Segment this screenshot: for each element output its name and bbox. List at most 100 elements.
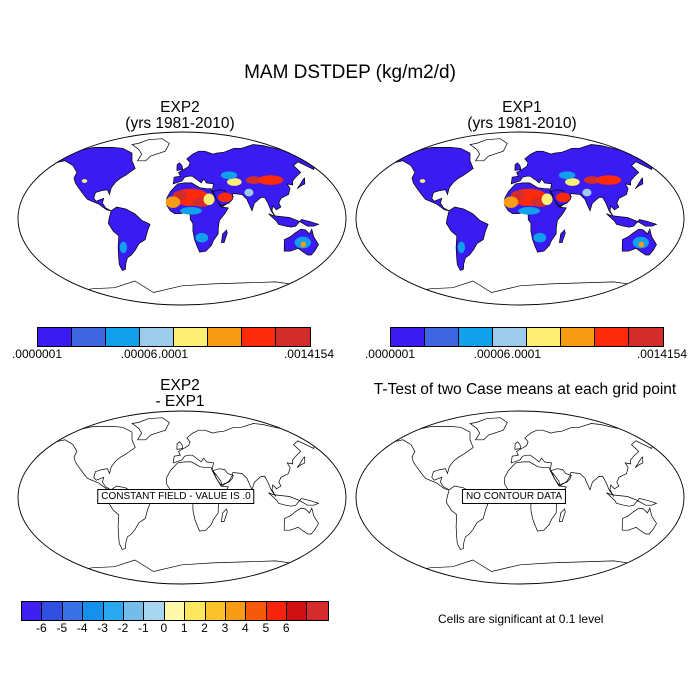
colorbar-swatch xyxy=(242,328,276,346)
diff-colorbar xyxy=(21,601,329,621)
landmass-antarctica xyxy=(48,559,317,584)
deposition-patch xyxy=(419,179,426,183)
colorbar-swatch xyxy=(307,602,328,620)
colorbar-swatch xyxy=(287,602,308,620)
exp1-title-line1: EXP1 xyxy=(502,99,542,116)
colorbar-swatch xyxy=(38,328,72,346)
map-border xyxy=(355,131,685,306)
landmass-antarctica xyxy=(386,559,655,584)
exp1-colorbar xyxy=(390,327,664,347)
landmass-japan xyxy=(296,456,306,468)
landmass-madagascar xyxy=(558,229,566,243)
colorbar-label: .0001 xyxy=(510,347,542,361)
deposition-patch xyxy=(81,179,88,183)
deposition-patch xyxy=(227,178,242,186)
deposition-patch xyxy=(244,188,254,197)
landmass-namerica xyxy=(49,426,136,491)
colorbar-label: .0014154 xyxy=(636,347,688,361)
deposition-patch xyxy=(518,206,541,215)
landmass-indonesia xyxy=(606,213,658,228)
diff-message: CONSTANT FIELD - VALUE IS .0 xyxy=(97,489,255,504)
colorbar-label: .0000001 xyxy=(364,347,416,361)
landmass-greenland xyxy=(469,417,508,441)
landmass-madagascar xyxy=(558,508,566,522)
exp1-map xyxy=(355,131,685,306)
colorbar-label: -2 xyxy=(117,621,129,635)
colorbar-label: .00006 xyxy=(473,347,511,361)
deposition-patch xyxy=(180,206,203,215)
map-border xyxy=(17,410,347,585)
colorbar-swatch xyxy=(103,602,124,620)
deposition-patch xyxy=(541,193,553,206)
deposition-patch xyxy=(220,171,238,180)
diff-map xyxy=(17,410,347,585)
colorbar-swatch xyxy=(276,328,310,346)
colorbar-swatch xyxy=(83,602,104,620)
deposition-patch xyxy=(503,196,519,208)
colorbar-label: -1 xyxy=(138,621,149,635)
colorbar-label: 2 xyxy=(201,621,208,635)
landmass-namerica xyxy=(49,147,136,212)
colorbar-swatch xyxy=(425,328,459,346)
colorbar-swatch xyxy=(208,328,242,346)
landmass-eurasia xyxy=(510,423,662,497)
colorbar-swatch xyxy=(527,328,561,346)
colorbar-label: 1 xyxy=(180,621,188,635)
significance-note: Cells are significant at 0.1 level xyxy=(438,612,604,626)
landmass-madagascar xyxy=(220,229,228,243)
landmass-uk xyxy=(176,162,184,171)
deposition-patch xyxy=(457,241,466,254)
deposition-patch xyxy=(555,192,571,203)
colorbar-swatch xyxy=(42,602,63,620)
colorbar-swatch xyxy=(266,602,288,620)
landmass-namerica xyxy=(387,426,474,491)
landmass-namerica xyxy=(387,147,474,212)
landmass-japan xyxy=(634,456,644,468)
colorbar-swatch xyxy=(459,328,493,346)
landmass-samerica xyxy=(107,206,151,271)
landmass-madagascar xyxy=(220,508,228,522)
colorbar-label: .0014154 xyxy=(283,347,335,361)
map-border xyxy=(17,131,347,306)
ttest-message: NO CONTOUR DATA xyxy=(461,489,567,504)
colorbar-label: .00006 xyxy=(120,347,158,361)
colorbar-swatch xyxy=(225,602,247,620)
exp2-title-line1: EXP2 xyxy=(160,99,200,116)
exp2-colorbar xyxy=(37,327,311,347)
colorbar-label: .0001 xyxy=(157,347,189,361)
deposition-patch xyxy=(257,175,284,185)
landmass-indonesia xyxy=(606,492,658,507)
landmass-australia xyxy=(283,507,319,535)
colorbar-label: 6 xyxy=(282,621,290,635)
deposition-patch xyxy=(595,175,622,185)
landmass-greenland xyxy=(469,138,508,162)
landmass-samerica xyxy=(445,206,489,271)
exp2-map xyxy=(17,131,347,306)
deposition-patch xyxy=(533,232,547,243)
landmass-eurasia xyxy=(172,423,324,497)
deposition-patch xyxy=(583,176,601,184)
landmass-japan xyxy=(634,177,644,189)
deposition-patch xyxy=(203,193,215,206)
colorbar-swatch xyxy=(123,602,145,620)
colorbar-swatch xyxy=(629,328,663,346)
landmass-antarctica xyxy=(386,280,655,305)
diff-title-line2: - EXP1 xyxy=(155,393,205,410)
colorbar-label: .0000001 xyxy=(11,347,63,361)
colorbar-swatch xyxy=(174,328,208,346)
deposition-patch xyxy=(165,196,181,208)
exp2-title: EXP2 (yrs 1981-2010) xyxy=(90,100,270,132)
exp2-title-line2: (yrs 1981-2010) xyxy=(125,115,235,132)
landmass-japan xyxy=(296,177,306,189)
diff-title: EXP2 - EXP1 xyxy=(90,378,270,410)
deposition-patch xyxy=(558,171,576,180)
colorbar-swatch xyxy=(246,602,267,620)
exp1-title: EXP1 (yrs 1981-2010) xyxy=(432,100,612,132)
deposition-patch xyxy=(582,188,592,197)
landmass-antarctica xyxy=(48,280,317,305)
colorbar-label: 0 xyxy=(160,621,168,635)
colorbar-label: 3 xyxy=(221,621,229,635)
deposition-patch xyxy=(638,241,645,248)
colorbar-label: -6 xyxy=(36,621,47,635)
landmass-arabia xyxy=(212,468,234,486)
